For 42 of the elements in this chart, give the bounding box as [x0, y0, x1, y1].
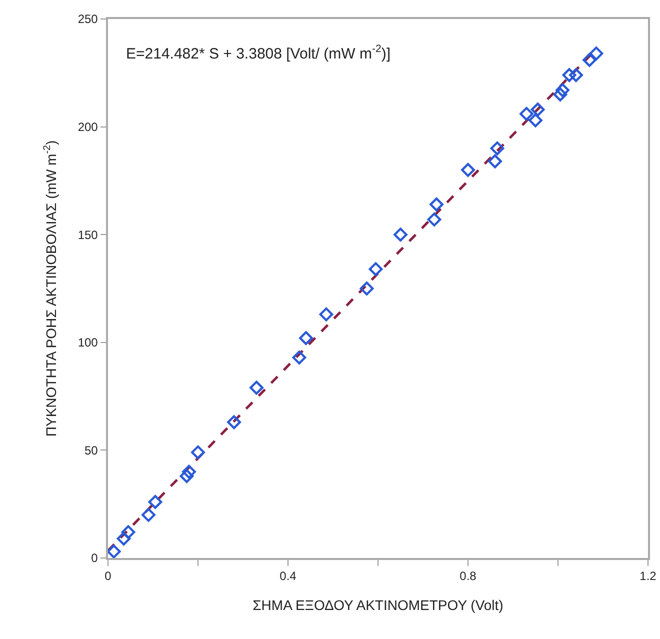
- point: [180, 469, 194, 484]
- point: [430, 197, 444, 212]
- point: [461, 162, 475, 177]
- y-tick-label: 150: [78, 228, 98, 242]
- point: [227, 415, 241, 430]
- x-tick-label: 0.4: [280, 569, 297, 584]
- point: [292, 350, 306, 364]
- point: [490, 141, 504, 156]
- point: [553, 88, 568, 102]
- x-tick-label: 1.2: [640, 569, 657, 584]
- point: [589, 46, 604, 60]
- point: [394, 228, 408, 242]
- point: [142, 508, 156, 522]
- point: [319, 307, 334, 322]
- y-tick-label: 50: [84, 443, 98, 458]
- y-tick-label: 100: [78, 336, 98, 350]
- point: [528, 113, 542, 128]
- x-tick-label: 0: [104, 569, 112, 584]
- point: [116, 532, 131, 546]
- point: [582, 53, 596, 67]
- y-tick-label: 250: [78, 12, 98, 26]
- point: [520, 106, 534, 121]
- point: [488, 154, 502, 168]
- x-axis-title: ΣΗΜΑ ΕΞΟΔΟΥ ΑΚΤΙΝΟΜΕΤΡΟΥ (Volt): [252, 596, 504, 613]
- point: [530, 102, 545, 116]
- y-tick-label: 0: [91, 551, 98, 566]
- point: [556, 83, 570, 98]
- x-tick-label: 0.8: [460, 569, 477, 584]
- annotation: E=214.482* S + 3.3808 [Volt/ (mW m$^{-2}$)]: [126, 43, 390, 62]
- y-tick-label: 200: [78, 120, 98, 134]
- point: [148, 494, 162, 509]
- point: [427, 212, 442, 226]
- point: [562, 68, 576, 82]
- point: [360, 282, 374, 296]
- point: [182, 464, 196, 479]
- point: [106, 544, 121, 558]
- point: [250, 380, 264, 395]
- point: [121, 525, 136, 540]
- point: [368, 262, 383, 276]
- point: [569, 68, 583, 82]
- point: [191, 445, 205, 460]
- point: [299, 331, 313, 346]
